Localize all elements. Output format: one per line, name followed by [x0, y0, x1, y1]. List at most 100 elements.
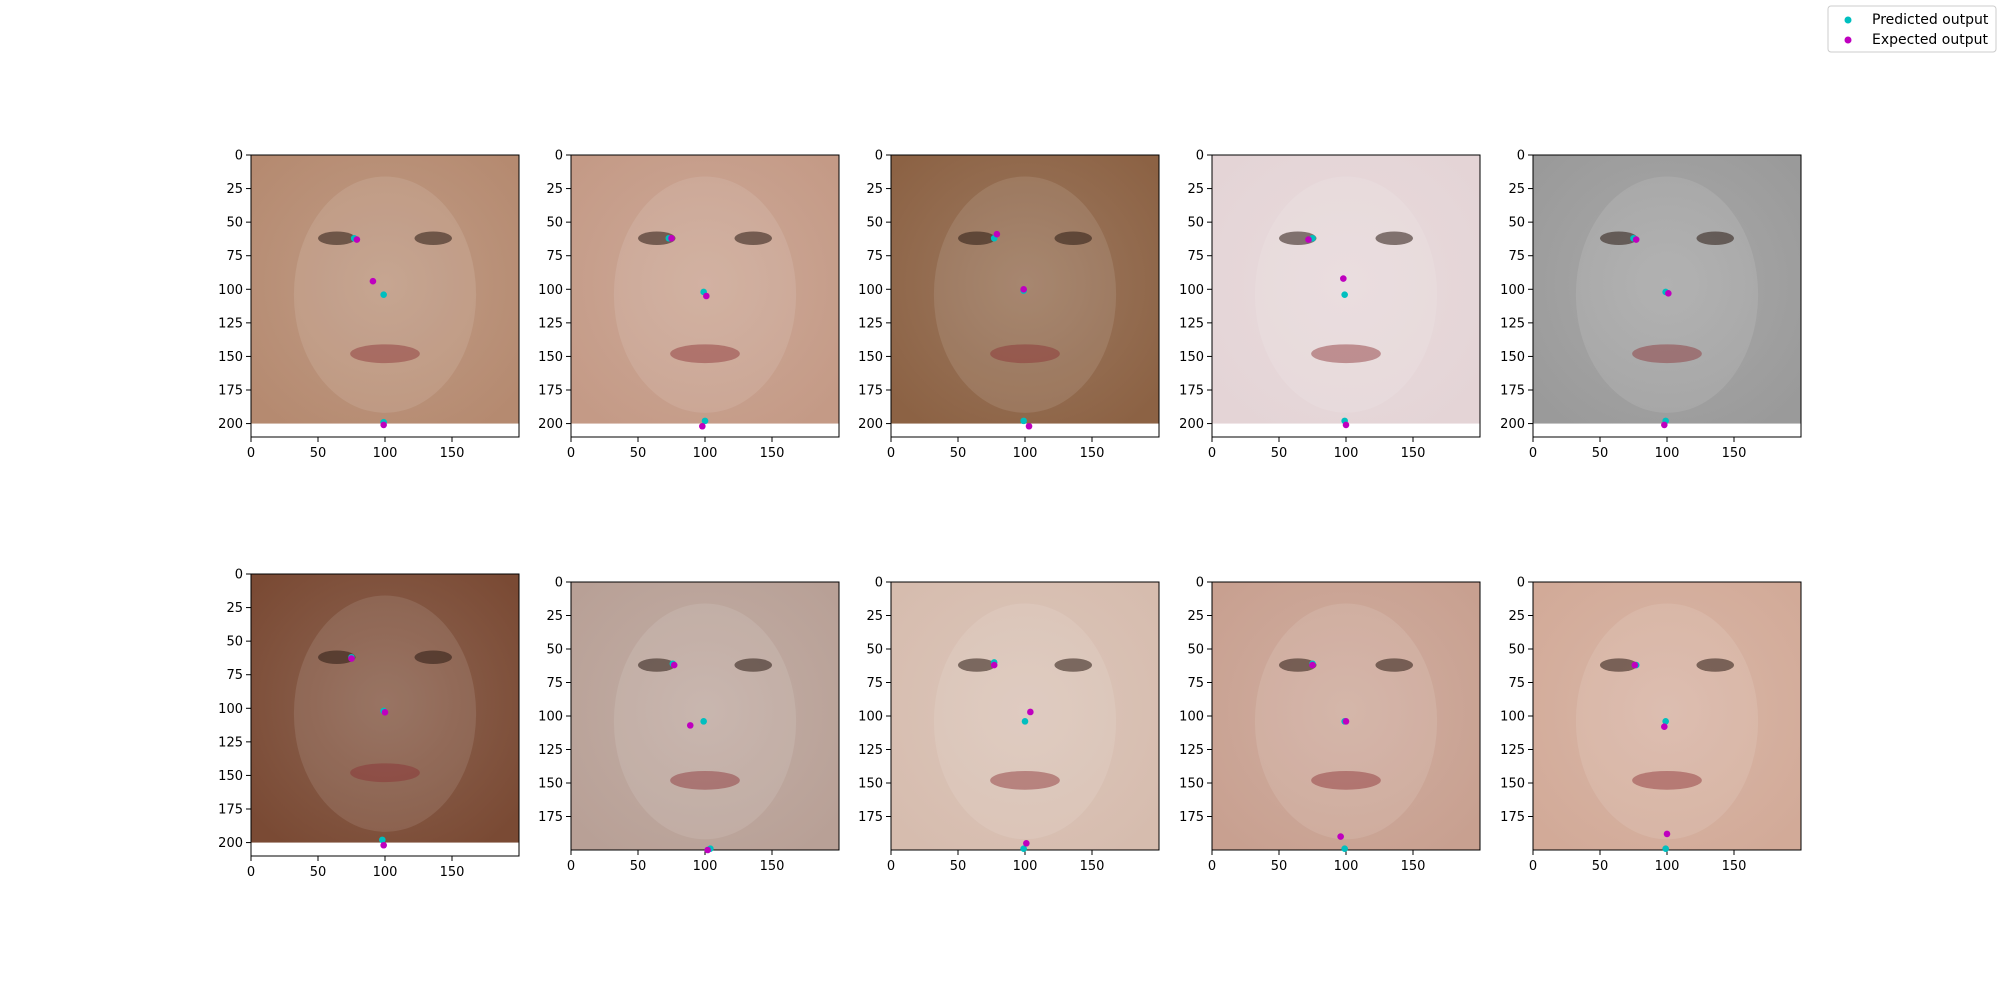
y-tick-label: 100: [218, 702, 243, 717]
y-tick-label: 0: [1517, 576, 1525, 591]
predicted-point: [1662, 845, 1669, 852]
x-tick-label: 50: [1271, 446, 1288, 461]
mouth: [990, 344, 1060, 364]
x-tick-label: 0: [1529, 859, 1537, 874]
y-tick-label: 25: [546, 609, 563, 624]
expected-point: [686, 722, 694, 729]
x-tick-label: 50: [1271, 859, 1288, 874]
y-tick-label: 25: [226, 182, 243, 197]
right-eye: [1696, 231, 1734, 245]
expected-point: [348, 655, 355, 662]
y-tick-label: 25: [866, 609, 883, 624]
expected-point: [381, 709, 389, 716]
y-tick-label: 150: [858, 777, 883, 792]
x-tick-label: 150: [440, 865, 465, 880]
x-tick-label: 50: [630, 446, 647, 461]
y-tick-label: 150: [1500, 350, 1525, 365]
y-tick-label: 0: [555, 149, 563, 164]
subplot-5: 0 50 100 150 0 25 50 75 100 125 150 175 200: [1500, 149, 1802, 461]
y-tick-label: 125: [218, 316, 243, 331]
x-tick-label: 100: [1655, 446, 1680, 461]
y-tick-label: 75: [226, 668, 243, 683]
y-tick-label: 150: [218, 769, 243, 784]
subplot-7: 0 50 100 150 0 25 50 75 100 125 150 175: [538, 576, 840, 874]
y-tick-label: 50: [1508, 643, 1525, 658]
y-tick-label: 125: [1179, 316, 1204, 331]
right-eye: [1696, 658, 1734, 672]
expected-point: [704, 846, 711, 854]
y-tick-label: 75: [546, 676, 563, 691]
y-tick-label: 0: [875, 576, 883, 591]
mouth: [350, 344, 420, 364]
y-tick-label: 0: [875, 149, 883, 164]
y-tick-label: 50: [546, 216, 563, 231]
face-image: [251, 155, 519, 424]
left-eye: [318, 650, 356, 664]
y-tick-label: 50: [866, 216, 883, 231]
y-tick-label: 75: [866, 676, 883, 691]
y-tick-label: 200: [538, 417, 563, 432]
expected-point: [993, 230, 1001, 238]
subplot-9: 0 50 100 150 0 25 50 75 100 125 150 175: [1179, 576, 1481, 874]
subplot-10: 0 50 100 150 0 25 50 75 100 125 150 175: [1500, 576, 1802, 874]
y-tick-label: 125: [1500, 316, 1525, 331]
right-eye: [1375, 231, 1413, 245]
right-eye: [1375, 658, 1413, 672]
left-eye: [958, 231, 996, 245]
y-tick-label: 200: [1500, 417, 1525, 432]
left-eye: [318, 231, 356, 245]
expected-point: [353, 236, 361, 243]
y-tick-label: 125: [858, 743, 883, 758]
y-tick-label: 25: [866, 182, 883, 197]
y-tick-label: 50: [226, 216, 243, 231]
expected-point: [1631, 661, 1639, 669]
expected-point: [380, 421, 387, 429]
expected-point: [1305, 236, 1312, 243]
right-eye: [1054, 231, 1092, 245]
expected-point: [1023, 840, 1030, 847]
x-tick-label: 100: [373, 865, 398, 880]
legend-frame: [1827, 5, 1997, 53]
right-eye: [734, 231, 772, 245]
y-tick-label: 100: [1500, 710, 1525, 725]
y-tick-label: 100: [538, 283, 563, 298]
right-eye: [734, 658, 772, 672]
expected-point: [703, 292, 710, 300]
y-tick-label: 200: [858, 417, 883, 432]
expected-point: [1340, 275, 1347, 282]
y-tick-label: 0: [235, 568, 243, 583]
right-eye: [414, 650, 452, 664]
x-tick-label: 150: [760, 446, 785, 461]
expected-point: [668, 234, 675, 242]
mouth: [1632, 344, 1702, 364]
x-tick-label: 100: [1334, 859, 1359, 874]
y-tick-label: 100: [1179, 710, 1204, 725]
y-tick-label: 50: [866, 643, 883, 658]
expected-point: [1027, 708, 1034, 716]
y-tick-label: 75: [1508, 249, 1525, 264]
y-tick-label: 25: [1187, 609, 1204, 624]
left-eye: [1600, 231, 1638, 245]
y-tick-label: 125: [538, 743, 563, 758]
y-tick-label: 125: [1500, 743, 1525, 758]
face-image: [1533, 582, 1801, 850]
y-tick-label: 50: [1508, 216, 1525, 231]
legend-predicted-label: Predicted output: [1872, 12, 1989, 28]
predicted-point: [701, 417, 709, 425]
expected-point: [1342, 421, 1350, 429]
y-tick-label: 25: [1508, 609, 1525, 624]
y-tick-label: 100: [1500, 283, 1525, 298]
expected-point: [699, 422, 706, 430]
y-tick-label: 0: [555, 576, 563, 591]
left-eye: [958, 658, 996, 672]
y-tick-label: 75: [1187, 676, 1204, 691]
y-tick-label: 175: [218, 803, 243, 818]
y-tick-label: 100: [858, 710, 883, 725]
x-tick-label: 0: [887, 446, 895, 461]
y-tick-label: 0: [1517, 149, 1525, 164]
y-tick-label: 75: [866, 249, 883, 264]
y-tick-label: 150: [538, 777, 563, 792]
predicted-point: [1662, 718, 1669, 725]
y-tick-label: 100: [1179, 283, 1204, 298]
